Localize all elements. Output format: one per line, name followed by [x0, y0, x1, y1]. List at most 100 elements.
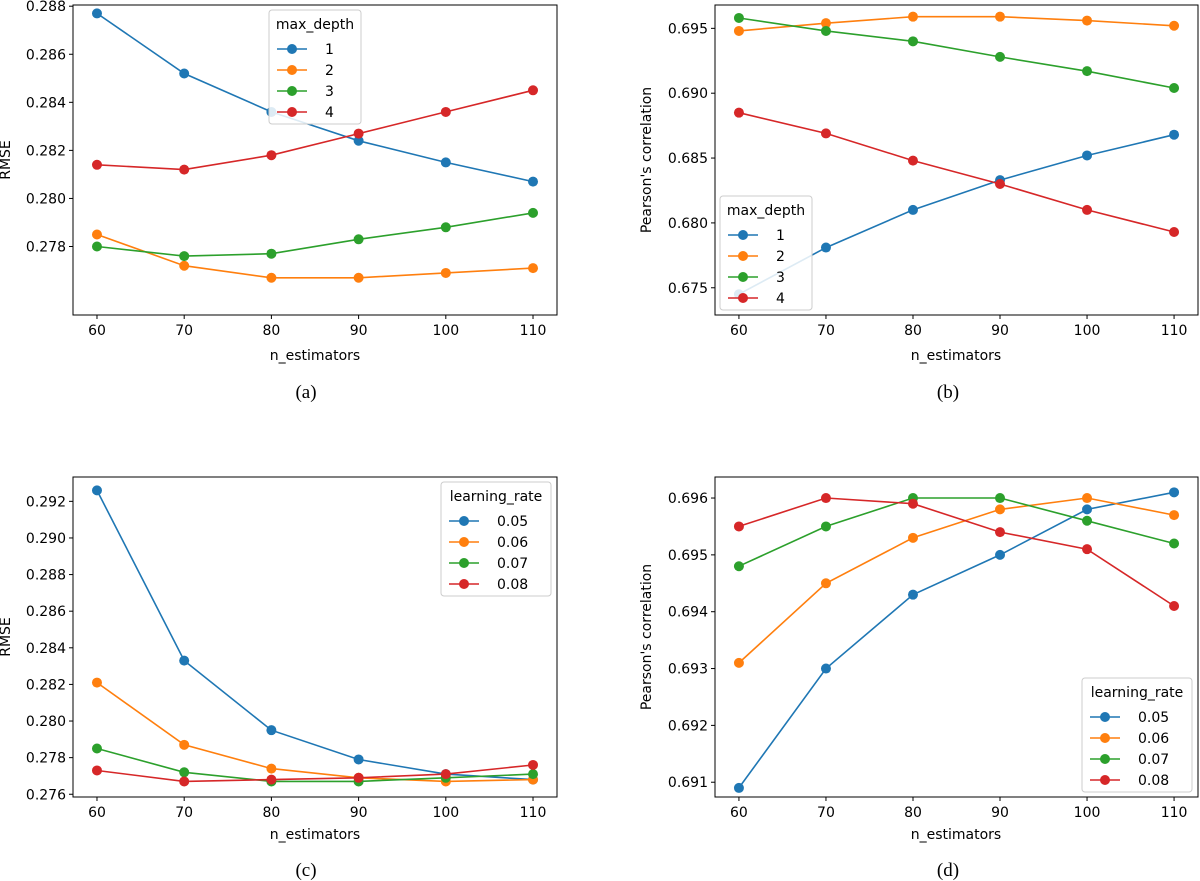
panel-c-ytick-label: 0.284	[26, 641, 66, 657]
panel-b-legend-entry: 3	[776, 270, 785, 286]
panel-c-ytick-label: 0.286	[26, 604, 66, 620]
panel-b-plot-frame	[714, 4, 1199, 316]
panel-b-xtick-label: 90	[991, 323, 1009, 339]
panel-c-series-0.05-point	[91, 485, 102, 496]
panel-b-xtick-label: 70	[817, 323, 835, 339]
panel-a-series-3-line	[96, 212, 534, 257]
panel-b-legend-marker	[738, 293, 748, 303]
panel-c-legend-entry: 0.08	[497, 577, 528, 593]
panel-c-ytick-label: 0.292	[26, 494, 66, 510]
panel-c-legend-box	[440, 481, 552, 597]
panel-a-legend-entry: 3	[325, 84, 334, 100]
panel-b-series-3-line	[738, 17, 1175, 89]
panel-d-legend-box	[1081, 677, 1193, 793]
panel-c-legend-entry: 0.06	[497, 535, 528, 551]
panel-d-ytick-label: 0.694	[668, 605, 708, 621]
panel-c-legend-marker	[459, 558, 469, 568]
panel-a-xtick-label: 100	[432, 323, 459, 339]
panel-c-legend-marker	[459, 516, 469, 526]
panel-b-series-3-point	[907, 36, 918, 47]
panel-d-legend-marker	[1100, 733, 1110, 743]
panel-a-series-3-point	[528, 207, 539, 218]
panel-b-legend-marker	[738, 272, 748, 282]
panel-d-series-0.08-point	[995, 527, 1006, 538]
panel-b-legend-entry: 2	[776, 249, 785, 265]
panel-d-xtick-label: 80	[904, 805, 922, 821]
panel-c-ytick-label: 0.280	[26, 714, 66, 730]
panel-d-ytick-label: 0.691	[668, 775, 708, 791]
panel-b-legend: max_depth 1 2 3 4	[719, 195, 813, 311]
panel-b-xlabel: n_estimators	[911, 348, 1001, 364]
panel-a-series-4-point	[179, 164, 190, 175]
panel-a-series-4-line	[96, 89, 534, 171]
panel-a-series-2-line	[96, 233, 534, 279]
panel-a-xtick-label: 60	[88, 323, 106, 339]
panel-d-series-0.05-line	[738, 491, 1175, 789]
panel-d-series-0.08-point	[907, 498, 918, 509]
panel-a-series-1-point	[353, 135, 364, 146]
panel-b-series-1-point	[1169, 129, 1180, 140]
panel-a-ylabel: RMSE	[0, 140, 14, 180]
panel-d-series-0.06-point	[733, 657, 744, 668]
panel-d-legend-entry: 0.06	[1138, 731, 1169, 747]
panel-d-series-0.05-point	[1169, 487, 1180, 498]
panel-a-series-3-point	[440, 222, 451, 233]
panel-b-series-4-point	[1169, 226, 1180, 237]
panel-d-series-0.08-point	[733, 521, 744, 532]
panel-c-series-0.08-point	[266, 774, 277, 785]
panel-a-series-4-point	[266, 150, 277, 161]
panel-b-series-2-point	[733, 25, 744, 36]
panel-b-series-4-point	[995, 178, 1006, 189]
panel-a-legend-entry: 1	[325, 42, 334, 58]
panel-d-series-0.07-point	[995, 493, 1006, 504]
panel-c-ytick-label: 0.276	[26, 787, 66, 803]
panel-c-plot-frame	[72, 476, 558, 798]
panel-c-series-0.07-point	[91, 743, 102, 754]
panel-b-caption: (b)	[937, 382, 959, 403]
panel-c-xtick-label: 100	[432, 805, 459, 821]
panel-c-xtick-label: 60	[88, 805, 106, 821]
panel-d-series-0.08-point	[1169, 601, 1180, 612]
panel-b-xtick-label: 100	[1074, 323, 1101, 339]
panel-d-series-0.07-point	[733, 561, 744, 572]
panel-c-series-0.06-point	[179, 739, 190, 750]
panel-a-series-2-point	[266, 272, 277, 283]
panel-b-series-3-point	[820, 25, 831, 36]
panel-c-legend-entry: 0.07	[497, 556, 528, 572]
panel-c-series-0.07-point	[528, 769, 539, 780]
panel-b-xtick-label: 60	[730, 323, 748, 339]
panel-a-xtick-label: 90	[350, 323, 368, 339]
panel-b-series-4-point	[733, 107, 744, 118]
panel-d-series-0.05-point	[995, 549, 1006, 560]
panel-d-ytick-label: 0.692	[668, 718, 708, 734]
panel-a-xtick-label: 110	[520, 323, 547, 339]
panel-d-legend-marker	[1100, 712, 1110, 722]
panel-b-series-2-point	[1082, 15, 1093, 26]
panel-b-ytick-label: 0.695	[668, 21, 708, 37]
panel-a-series-3-point	[179, 251, 190, 262]
panel-d-series-0.07-line	[738, 497, 1175, 567]
panel-b-ytick-label: 0.685	[668, 151, 708, 167]
panel-c-series-0.08-point	[91, 765, 102, 776]
panel-a-series-3-point	[353, 234, 364, 245]
panel-d-ytick-label: 0.696	[668, 491, 708, 507]
panel-c-ytick-label: 0.278	[26, 751, 66, 767]
panel-a-series-1-point	[440, 157, 451, 168]
panel-c-caption: (c)	[295, 860, 316, 881]
panel-d-ytick-label: 0.693	[668, 662, 708, 678]
panel-b: Pearson's correlation n_estimators (b) 6…	[639, 4, 1199, 403]
panel-d-xlabel: n_estimators	[911, 827, 1001, 843]
panel-c-ytick-label: 0.290	[26, 531, 66, 547]
panel-b-legend-marker	[738, 251, 748, 261]
panel-b-legend-entry: 4	[776, 291, 785, 307]
panel-a-xtick-label: 80	[262, 323, 280, 339]
panel-a-ytick-label: 0.288	[26, 0, 66, 15]
panel-c-series-0.08-line	[96, 764, 534, 783]
panel-c-ytick-label: 0.282	[26, 677, 66, 693]
panel-d-series-0.05-point	[733, 782, 744, 793]
panel-d-series-0.06-point	[907, 532, 918, 543]
panel-a-series-3-point	[266, 248, 277, 259]
panel-c-series-0.08-point	[440, 769, 451, 780]
panel-a-series-4-point	[91, 159, 102, 170]
